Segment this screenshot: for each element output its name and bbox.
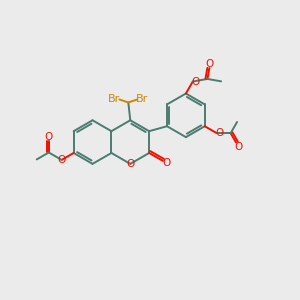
Text: O: O [58,155,66,165]
Text: O: O [192,76,200,86]
Text: O: O [45,132,53,142]
Text: O: O [126,159,134,169]
Text: O: O [216,128,224,138]
Text: Br: Br [136,94,148,104]
Text: Br: Br [108,94,121,104]
Text: O: O [162,158,170,168]
Text: O: O [205,59,214,69]
Text: O: O [234,142,242,152]
